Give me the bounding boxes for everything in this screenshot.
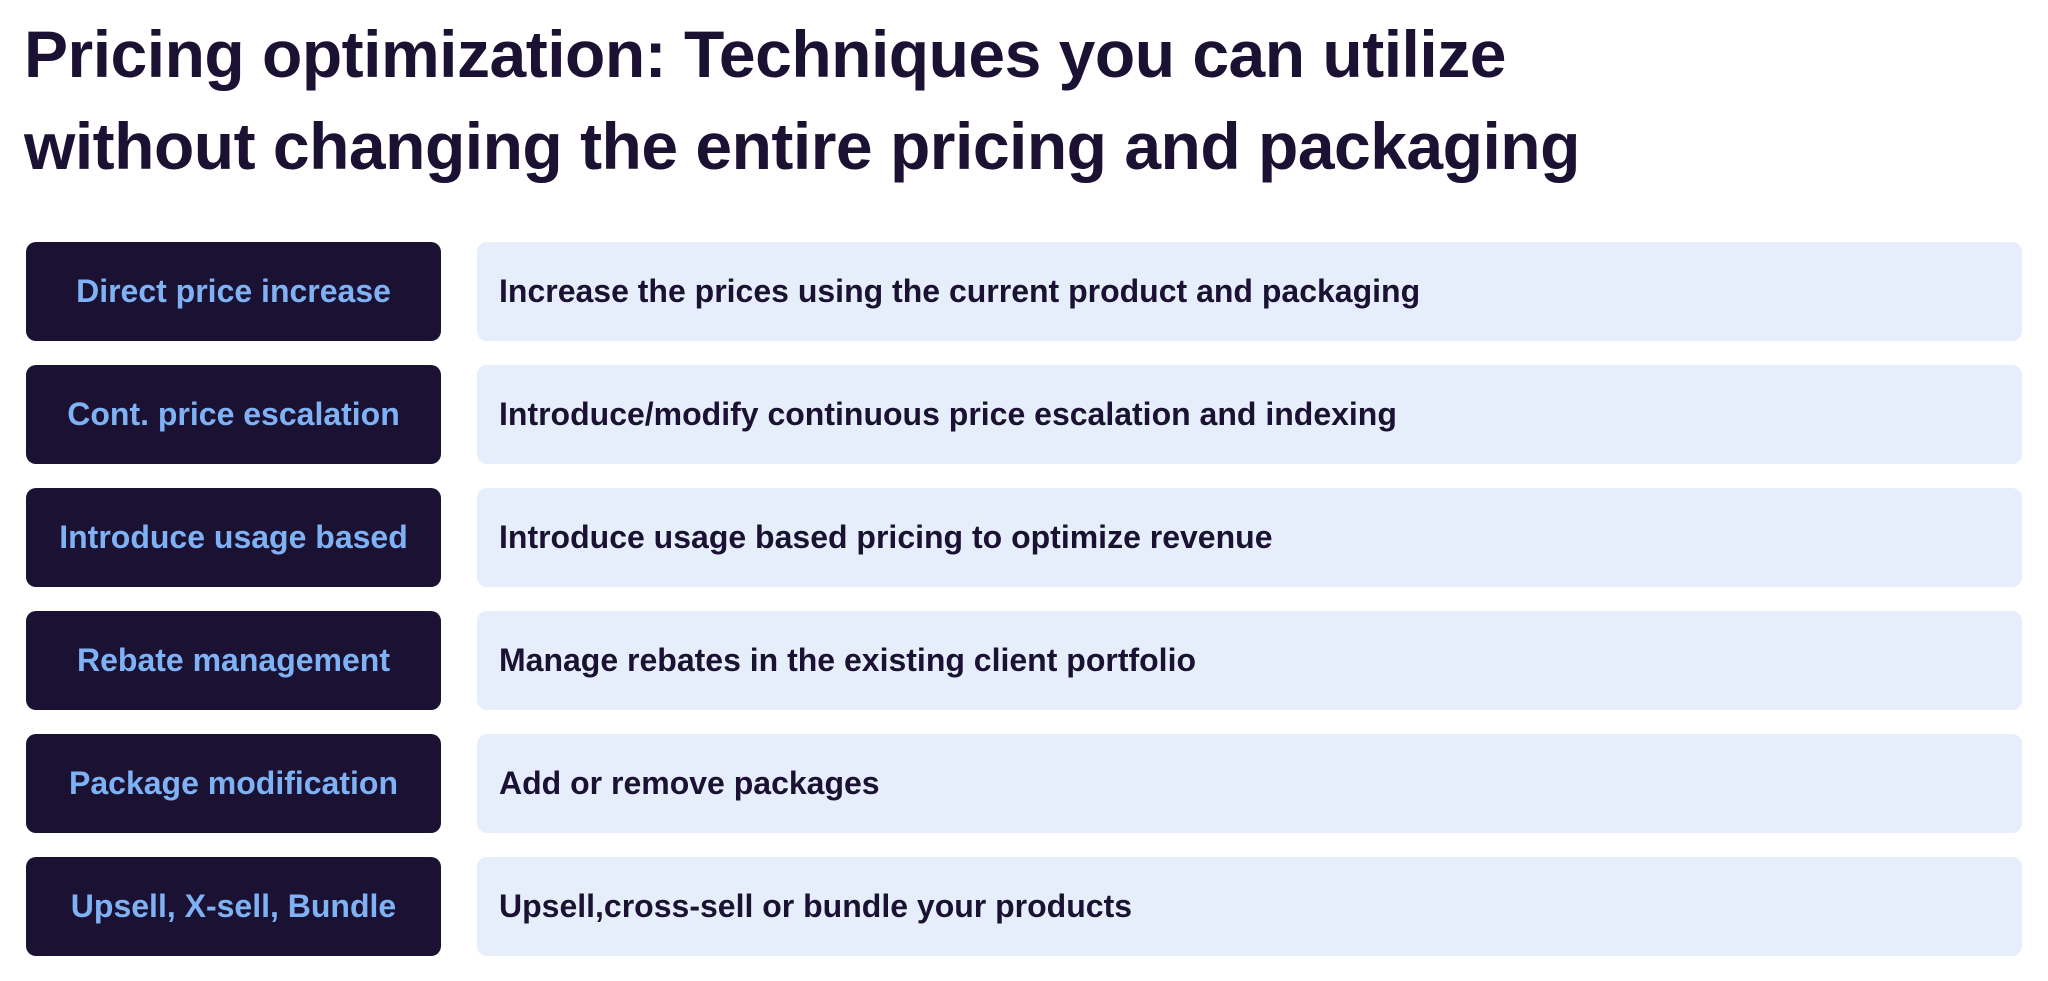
- technique-description: Introduce usage based pricing to optimiz…: [477, 488, 2022, 587]
- technique-label: Rebate management: [26, 611, 441, 710]
- technique-row: Introduce usage based Introduce usage bas…: [26, 488, 2022, 587]
- technique-row: Rebate management Manage rebates in the e…: [26, 611, 2022, 710]
- technique-description: Manage rebates in the existing client po…: [477, 611, 2022, 710]
- technique-row: Package modification Add or remove packag…: [26, 734, 2022, 833]
- technique-label: Introduce usage based: [26, 488, 441, 587]
- technique-row: Direct price increase Increase the prices…: [26, 242, 2022, 341]
- title: Pricing optimization: Techniques you can…: [24, 8, 1580, 192]
- technique-list: Direct price increase Increase the prices…: [26, 242, 2022, 980]
- technique-label: Cont. price escalation: [26, 365, 441, 464]
- technique-label: Upsell, X-sell, Bundle: [26, 857, 441, 956]
- technique-description: Add or remove packages: [477, 734, 2022, 833]
- technique-description: Upsell,cross-sell or bundle your product…: [477, 857, 2022, 956]
- technique-row: Upsell, X-sell, Bundle Upsell,cross-sell …: [26, 857, 2022, 956]
- technique-row: Cont. price escalation Introduce/modify c…: [26, 365, 2022, 464]
- technique-description: Increase the prices using the current pr…: [477, 242, 2022, 341]
- title-line: without changing the entire pricing and …: [24, 109, 1580, 183]
- technique-label: Direct price increase: [26, 242, 441, 341]
- technique-label: Package modification: [26, 734, 441, 833]
- technique-description: Introduce/modify continuous price escala…: [477, 365, 2022, 464]
- title-line: Pricing optimization: Techniques you can…: [24, 17, 1506, 91]
